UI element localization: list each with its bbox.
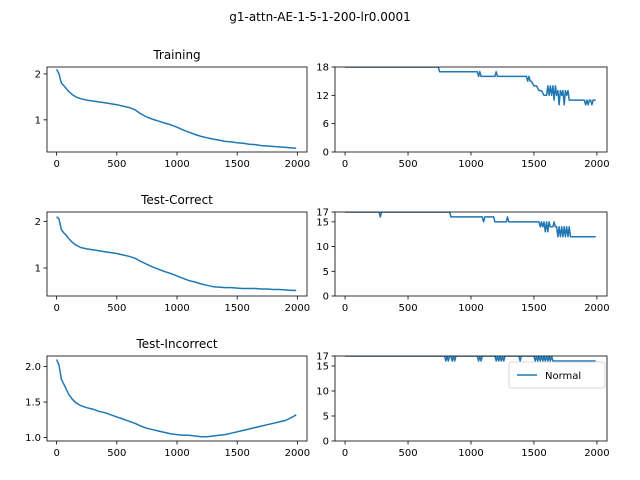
x-tick-label: 1500	[224, 303, 249, 314]
y-tick-label: 18	[316, 63, 329, 74]
axes-frame	[334, 211, 608, 297]
y-tick-label: 15	[316, 362, 329, 373]
x-tick-label: 500	[398, 303, 417, 314]
y-tick-label: 1	[35, 264, 41, 275]
y-tick-label: 2.0	[25, 362, 41, 373]
subplot-1: Training 0 500 1000 1500 2000 1 2	[35, 48, 310, 170]
subplot-title: Test-Incorrect	[135, 337, 217, 351]
series-line	[345, 67, 596, 106]
x-tick-label: 0	[53, 448, 59, 459]
x-tick-label: 500	[398, 448, 417, 459]
x-tick-label: 1000	[458, 303, 483, 314]
x-tick-label: 0	[342, 159, 348, 170]
series-line	[345, 212, 596, 238]
subplot-2: 0 500 1000 1500 2000 0 6 12 18	[316, 63, 609, 171]
y-tick-label: 12	[316, 91, 329, 102]
y-tick-label: 0	[323, 148, 329, 159]
y-tick-label: 1.0	[25, 433, 41, 444]
x-tick-label: 2000	[285, 303, 310, 314]
legend: Normal	[508, 361, 606, 389]
x-tick-label: 500	[107, 303, 126, 314]
x-tick-label: 1500	[521, 448, 546, 459]
y-tick-label: 6	[323, 119, 329, 130]
legend-label: Normal	[545, 371, 581, 382]
series-line	[55, 68, 297, 150]
x-tick-label: 0	[53, 159, 59, 170]
x-tick-label: 2000	[285, 159, 310, 170]
y-tick-label: 17	[316, 208, 329, 219]
x-tick-label: 1000	[458, 159, 483, 170]
y-tick-label: 2	[35, 217, 41, 228]
figure-suptitle: g1-attn-AE-1-5-1-200-lr0.0001	[229, 10, 411, 24]
x-tick-label: 500	[107, 448, 126, 459]
x-tick-label: 2000	[285, 448, 310, 459]
y-tick-label: 0	[323, 292, 329, 303]
x-tick-label: 500	[107, 159, 126, 170]
series-line-normal	[345, 356, 596, 362]
x-tick-label: 1000	[164, 159, 189, 170]
axes-frame	[334, 66, 608, 153]
x-tick-label: 2000	[584, 448, 609, 459]
y-tick-label: 1.5	[25, 398, 41, 409]
y-tick-label: 5	[323, 267, 329, 278]
series-line	[56, 216, 297, 292]
y-tick-label: 10	[316, 387, 329, 398]
x-tick-label: 1000	[164, 303, 189, 314]
x-tick-label: 1500	[224, 448, 249, 459]
subplot-title: Test-Correct	[140, 193, 213, 207]
y-tick-label: 15	[316, 217, 329, 228]
subplot-5: Test-Incorrect 0 500 1000 1500 2000 1.0 1.5 2.0	[25, 337, 310, 459]
x-tick-label: 0	[53, 303, 59, 314]
x-tick-label: 1000	[458, 448, 483, 459]
axes-frame	[46, 66, 308, 153]
y-tick-label: 2	[35, 69, 41, 80]
x-tick-label: 1500	[224, 159, 249, 170]
legend-box	[508, 361, 606, 389]
x-tick-label: 1500	[521, 303, 546, 314]
subplot-title: Training	[152, 48, 200, 62]
x-tick-label: 1000	[164, 448, 189, 459]
x-tick-label: 0	[342, 448, 348, 459]
x-tick-label: 2000	[584, 159, 609, 170]
series-line	[55, 359, 297, 438]
subplot-3: Test-Correct 0 500 1000 1500 2000 1 2	[35, 193, 310, 314]
y-tick-label: 17	[316, 352, 329, 363]
y-tick-label: 1	[35, 115, 41, 126]
x-tick-label: 500	[398, 159, 417, 170]
axes-frame	[46, 211, 308, 297]
x-tick-label: 1500	[521, 159, 546, 170]
y-tick-label: 0	[323, 437, 329, 448]
axes-frame	[46, 355, 308, 442]
y-tick-label: 10	[316, 242, 329, 253]
y-tick-label: 5	[323, 412, 329, 423]
x-tick-label: 0	[342, 303, 348, 314]
x-tick-label: 2000	[584, 303, 609, 314]
